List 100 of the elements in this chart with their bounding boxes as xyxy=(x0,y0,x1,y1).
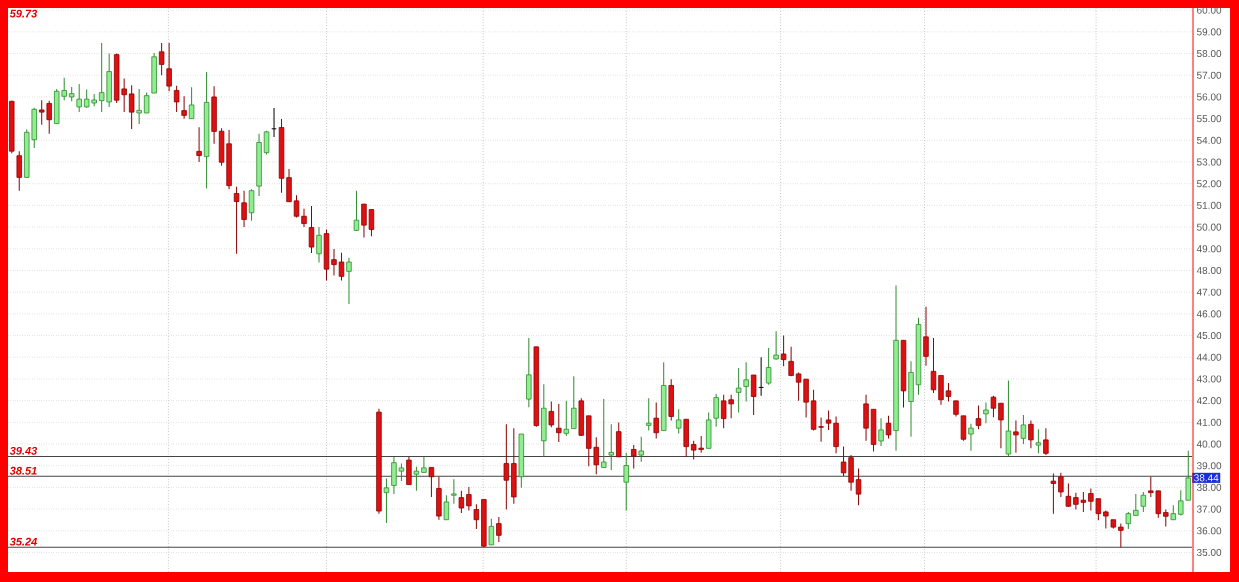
candlestick xyxy=(1005,379,1012,457)
candlestick xyxy=(1103,509,1109,530)
y-tick-label: 58.00 xyxy=(1196,50,1222,58)
candlestick xyxy=(1065,482,1072,508)
candlestick xyxy=(631,444,637,470)
candlestick xyxy=(1133,493,1139,516)
candlestick xyxy=(331,248,337,276)
candlestick xyxy=(780,335,787,367)
candlestick xyxy=(623,452,629,511)
y-tick-label: 47.00 xyxy=(1196,288,1222,296)
candlestick xyxy=(466,486,472,511)
ref-line-label: 39.43 xyxy=(9,446,38,455)
candlestick xyxy=(473,503,480,530)
y-tick-label: 40.00 xyxy=(1196,440,1222,448)
candlestick xyxy=(16,150,22,192)
candlestick xyxy=(308,205,315,254)
y-tick-label: 60.00 xyxy=(1197,6,1222,14)
candlestick xyxy=(1140,491,1147,513)
candlestick xyxy=(196,126,202,163)
candlestick xyxy=(1035,428,1042,454)
candlestick xyxy=(930,337,937,394)
y-tick-label: 54.00 xyxy=(1196,136,1222,144)
y-tick-label: 59.00 xyxy=(1196,28,1222,36)
candlestick xyxy=(788,346,794,377)
candlestick xyxy=(338,252,345,281)
candlestick xyxy=(316,226,322,263)
candlestick xyxy=(233,186,240,255)
y-tick-label: 41.00 xyxy=(1196,418,1222,426)
candlestick xyxy=(458,490,465,514)
candlestick xyxy=(998,402,1004,449)
candlestick xyxy=(773,330,779,361)
y-tick-label: 39.00 xyxy=(1196,462,1222,470)
candlestick xyxy=(1013,420,1019,454)
candlestick xyxy=(421,456,427,473)
candlestick xyxy=(735,367,742,414)
y-tick-label: 52.00 xyxy=(1196,180,1222,188)
candlestick xyxy=(503,423,510,511)
annotation: 38.44 xyxy=(1194,474,1219,482)
candlestick xyxy=(1050,473,1057,515)
candlestick xyxy=(128,84,135,130)
candlestick xyxy=(158,42,165,76)
candlestick xyxy=(713,393,719,428)
candlestick xyxy=(878,417,884,447)
candlestick xyxy=(1043,427,1049,456)
candlestick xyxy=(571,375,577,430)
candlestick xyxy=(945,382,952,402)
y-tick-label: 45.00 xyxy=(1196,332,1222,340)
y-tick-label: 42.00 xyxy=(1196,397,1222,405)
candlestick xyxy=(563,400,570,437)
candlestick xyxy=(443,494,450,521)
candlestick xyxy=(638,436,644,463)
y-tick-label: 48.00 xyxy=(1196,266,1222,275)
candlestick xyxy=(675,408,682,434)
y-tick-label: 50.00 xyxy=(1196,223,1222,231)
y-tick-label: 57.00 xyxy=(1196,71,1222,79)
candlestick xyxy=(548,401,555,428)
candlestick xyxy=(136,88,142,125)
candlestick xyxy=(293,194,300,219)
candlestick xyxy=(248,188,255,222)
candlestick xyxy=(750,374,757,416)
candlestick xyxy=(975,405,982,430)
candlestick xyxy=(173,85,180,113)
candlestick xyxy=(413,466,420,492)
candlestick xyxy=(743,361,749,402)
y-tick-label: 37.00 xyxy=(1196,505,1222,513)
candlestick xyxy=(885,415,892,439)
candlestick xyxy=(166,42,172,92)
candlestick xyxy=(451,478,457,505)
candlestick xyxy=(496,516,502,543)
y-tick-label: 44.00 xyxy=(1196,353,1222,361)
candlestick xyxy=(143,92,150,114)
y-tick-label: 35.00 xyxy=(1196,548,1222,557)
ref-line-label: 35.24 xyxy=(9,537,38,546)
candlestick xyxy=(608,423,614,471)
candlestick xyxy=(556,403,562,443)
candlestick xyxy=(653,402,659,440)
y-tick-label: 38.00 xyxy=(1196,483,1222,491)
candlestick xyxy=(488,518,495,546)
y-tick-label: 53.00 xyxy=(1196,158,1222,166)
candlestick xyxy=(1118,523,1124,548)
candlestick xyxy=(301,208,307,228)
y-tick-label: 51.00 xyxy=(1196,201,1222,209)
candlestick xyxy=(346,257,352,305)
annotation: 59.73 xyxy=(9,9,38,18)
candlestick xyxy=(990,395,997,418)
candlestick xyxy=(960,415,967,442)
candlestick xyxy=(76,83,82,113)
y-tick-label: 56.00 xyxy=(1196,93,1222,101)
candlestick xyxy=(353,190,360,232)
candlestick xyxy=(1020,414,1027,445)
y-tick-label: 49.00 xyxy=(1196,245,1222,253)
candlestick xyxy=(241,190,247,228)
candlestick xyxy=(1028,420,1034,449)
candlestick xyxy=(983,402,989,424)
candlestick xyxy=(923,306,929,367)
candlestick xyxy=(181,95,187,120)
candlestick xyxy=(1058,472,1064,498)
candlestick xyxy=(646,397,652,432)
candlestick xyxy=(855,468,862,506)
y-tick-label: 55.00 xyxy=(1196,115,1222,123)
